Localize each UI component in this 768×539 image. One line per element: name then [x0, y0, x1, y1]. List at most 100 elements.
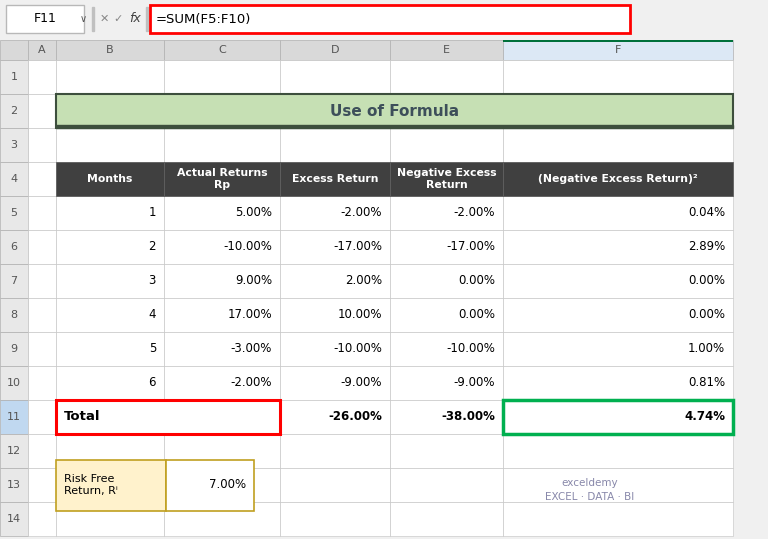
Bar	[0, 94, 28, 128]
Bar	[164, 60, 280, 94]
Text: 5: 5	[149, 342, 156, 356]
Text: 8: 8	[11, 310, 18, 320]
Text: 2.89%: 2.89%	[688, 240, 725, 253]
Text: 0.81%: 0.81%	[688, 377, 725, 390]
Text: Total: Total	[64, 411, 101, 424]
Bar	[56, 434, 164, 468]
Bar	[503, 230, 733, 264]
Bar	[56, 332, 164, 366]
Bar	[280, 230, 390, 264]
Text: 10.00%: 10.00%	[337, 308, 382, 321]
Text: B: B	[106, 45, 114, 55]
Bar	[0, 196, 28, 230]
Bar	[56, 162, 164, 196]
Text: Risk Free
Return, Rⁱ: Risk Free Return, Rⁱ	[64, 474, 118, 496]
Bar	[164, 468, 280, 502]
Bar	[28, 94, 56, 128]
Bar	[164, 298, 280, 332]
Bar	[0, 434, 28, 468]
Bar	[28, 502, 56, 536]
Bar	[164, 40, 280, 60]
Bar	[164, 162, 280, 196]
Text: -10.00%: -10.00%	[223, 240, 272, 253]
Bar	[164, 434, 280, 468]
Text: -9.00%: -9.00%	[340, 377, 382, 390]
Bar	[164, 400, 280, 434]
Bar	[503, 60, 733, 94]
Text: 0.00%: 0.00%	[458, 308, 495, 321]
Text: 3: 3	[11, 140, 18, 150]
Bar	[56, 162, 164, 196]
Text: 3: 3	[149, 274, 156, 287]
Bar	[503, 162, 733, 196]
Text: E: E	[443, 45, 450, 55]
Bar	[503, 40, 733, 42]
Text: -26.00%: -26.00%	[328, 411, 382, 424]
Text: 2: 2	[148, 240, 156, 253]
Bar	[28, 298, 56, 332]
Bar	[0, 60, 28, 94]
Bar	[56, 196, 164, 230]
Bar	[280, 502, 390, 536]
Bar	[390, 60, 503, 94]
Bar	[280, 400, 390, 434]
Text: A: A	[38, 45, 46, 55]
Bar	[28, 128, 56, 162]
Bar	[280, 128, 390, 162]
Text: 2.00%: 2.00%	[345, 274, 382, 287]
Bar	[28, 434, 56, 468]
Bar	[56, 125, 733, 128]
Bar	[280, 94, 390, 128]
Bar	[56, 400, 280, 434]
Bar	[280, 366, 390, 400]
Text: D: D	[331, 45, 339, 55]
Text: ∨: ∨	[79, 14, 87, 24]
Bar	[0, 2, 768, 38]
Bar	[164, 94, 280, 128]
Text: -10.00%: -10.00%	[446, 342, 495, 356]
Bar	[390, 196, 503, 230]
Bar	[280, 298, 390, 332]
Bar	[503, 128, 733, 162]
Text: Actual Returns
Rp: Actual Returns Rp	[177, 168, 267, 190]
Bar	[0, 502, 28, 536]
Text: 9.00%: 9.00%	[235, 274, 272, 287]
Bar	[280, 264, 390, 298]
Text: -3.00%: -3.00%	[230, 342, 272, 356]
Bar	[503, 298, 733, 332]
Bar	[0, 366, 28, 400]
Text: F11: F11	[34, 12, 56, 25]
Bar	[56, 460, 166, 510]
Text: 4: 4	[148, 308, 156, 321]
Text: 7.00%: 7.00%	[209, 479, 246, 492]
Bar	[390, 40, 503, 60]
Bar	[164, 264, 280, 298]
Bar	[280, 196, 390, 230]
Bar	[166, 460, 254, 510]
Bar	[56, 264, 164, 298]
Bar	[280, 332, 390, 366]
Bar	[150, 5, 630, 33]
Bar	[164, 502, 280, 536]
Bar	[28, 230, 56, 264]
Text: 1: 1	[148, 206, 156, 219]
Bar	[0, 128, 28, 162]
Bar	[0, 298, 28, 332]
Bar	[503, 196, 733, 230]
Bar	[280, 40, 390, 60]
Bar	[503, 400, 733, 434]
Bar	[56, 468, 164, 502]
Bar	[164, 332, 280, 366]
Bar	[390, 468, 503, 502]
Bar	[28, 332, 56, 366]
Text: 0.00%: 0.00%	[688, 308, 725, 321]
Bar	[56, 94, 164, 128]
Bar	[390, 94, 503, 128]
Bar	[280, 162, 390, 196]
Bar	[28, 400, 56, 434]
Bar	[0, 468, 28, 502]
Bar	[390, 162, 503, 196]
Text: 4.74%: 4.74%	[684, 411, 725, 424]
Bar	[92, 7, 94, 31]
Bar	[280, 434, 390, 468]
